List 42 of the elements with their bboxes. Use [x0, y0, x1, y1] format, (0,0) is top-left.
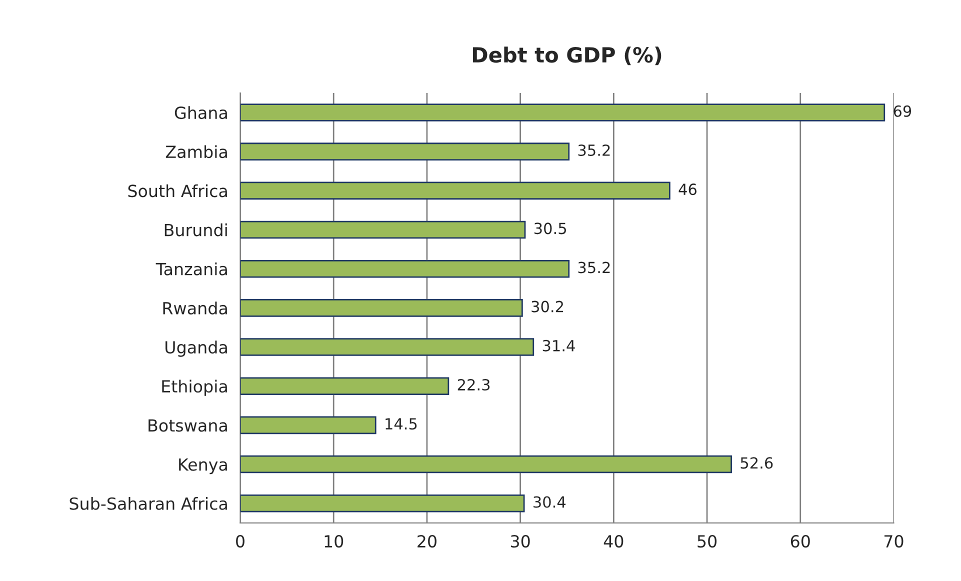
x-tick-label: 60: [790, 535, 810, 548]
y-tick-label: Ethiopia: [162, 380, 227, 396]
bar: [240, 220, 526, 239]
x-tick-label: 50: [698, 535, 717, 548]
x-tick-label: 0: [236, 535, 244, 548]
data-label: 22.3: [458, 378, 490, 391]
y-tick-label: Botswana: [148, 419, 227, 432]
data-label: 69: [894, 105, 912, 117]
x-tick-label: 70: [884, 535, 904, 548]
data-label: 30.2: [532, 300, 563, 312]
bar: [240, 338, 534, 356]
y-tick-label: Uganda: [166, 340, 227, 357]
bar: [240, 182, 670, 200]
data-label: 35.2: [578, 262, 610, 274]
bar: [240, 104, 886, 122]
data-label: 35.2: [578, 144, 610, 156]
data-label: 30.5: [534, 222, 566, 234]
y-tick-label: Ghana: [174, 106, 227, 120]
bar: [240, 142, 570, 160]
x-tick-label: 40: [604, 535, 624, 548]
y-tick-label: Sub-Saharan Africa: [70, 497, 227, 510]
y-tick-label: South Africa: [128, 184, 227, 198]
y-tick-label: Rwanda: [163, 302, 227, 314]
y-tick-label: Zambia: [166, 145, 227, 158]
bar: [240, 494, 525, 512]
y-tick-label: Burundi: [164, 223, 227, 236]
bar: [240, 260, 570, 278]
x-tick-label: 10: [324, 535, 344, 548]
data-label: 31.4: [542, 340, 575, 352]
x-tick-label: 20: [418, 535, 436, 548]
bar: [240, 455, 732, 474]
x-tick-label: 30: [510, 535, 530, 548]
y-tick-label: Kenya: [179, 458, 227, 474]
bar: [240, 299, 523, 317]
bar: [240, 377, 450, 396]
chart-title: Debt to GDP (%): [472, 46, 662, 66]
y-tick-label: Tanzania: [156, 262, 227, 276]
bar: [240, 416, 376, 434]
data-label: 14.5: [386, 418, 417, 430]
data-label: 46: [678, 184, 696, 196]
data-label: 30.4: [534, 496, 566, 508]
data-label: 52.6: [740, 457, 773, 469]
